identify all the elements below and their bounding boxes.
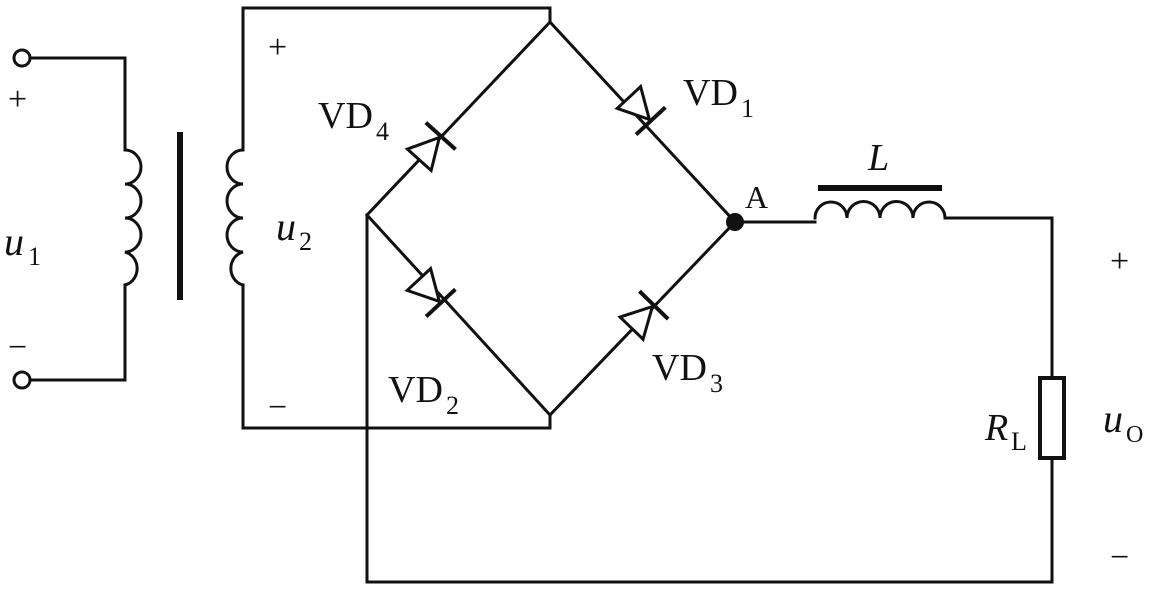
diode-vd2 xyxy=(404,265,457,319)
vd1-label: VD xyxy=(683,72,738,114)
output-wire xyxy=(365,213,1054,584)
output-plus-sign: + xyxy=(1110,243,1129,280)
vd3-label: VD xyxy=(652,347,707,389)
inductor-label: L xyxy=(867,137,889,179)
secondary-plus-sign: + xyxy=(268,29,287,66)
secondary-wire xyxy=(241,6,552,430)
secondary-coil xyxy=(225,148,245,287)
output-minus-sign: − xyxy=(1110,539,1129,576)
resistor-label: R xyxy=(984,407,1008,449)
node-a-label: A xyxy=(745,179,768,215)
uo-subscript: O xyxy=(1126,422,1143,448)
load-resistor xyxy=(1038,376,1066,460)
vd4-label: VD xyxy=(318,95,373,137)
vd2-subscript: 2 xyxy=(446,391,459,420)
u1-label: u xyxy=(4,219,24,264)
vd1-subscript: 1 xyxy=(741,94,754,123)
input-terminal-top xyxy=(12,48,32,68)
diode-vd1 xyxy=(614,83,667,137)
resistor-subscript: L xyxy=(1011,427,1027,456)
inductor-coil xyxy=(813,200,947,220)
u2-subscript: 2 xyxy=(299,227,312,256)
uo-label: u xyxy=(1103,396,1123,441)
primary-wire xyxy=(28,56,127,382)
input-minus-sign: − xyxy=(8,329,27,366)
diode-vd4 xyxy=(404,121,457,174)
u1-subscript: 1 xyxy=(28,242,41,271)
secondary-minus-sign: − xyxy=(268,389,287,426)
u2-label: u xyxy=(276,204,296,249)
diode-vd3 xyxy=(617,289,670,343)
input-terminal-bottom xyxy=(12,370,32,390)
primary-coil xyxy=(123,148,143,287)
vd4-subscript: 4 xyxy=(376,117,389,146)
vd3-subscript: 3 xyxy=(710,369,723,398)
vd2-label: VD xyxy=(388,369,443,411)
input-plus-sign: + xyxy=(8,81,27,118)
